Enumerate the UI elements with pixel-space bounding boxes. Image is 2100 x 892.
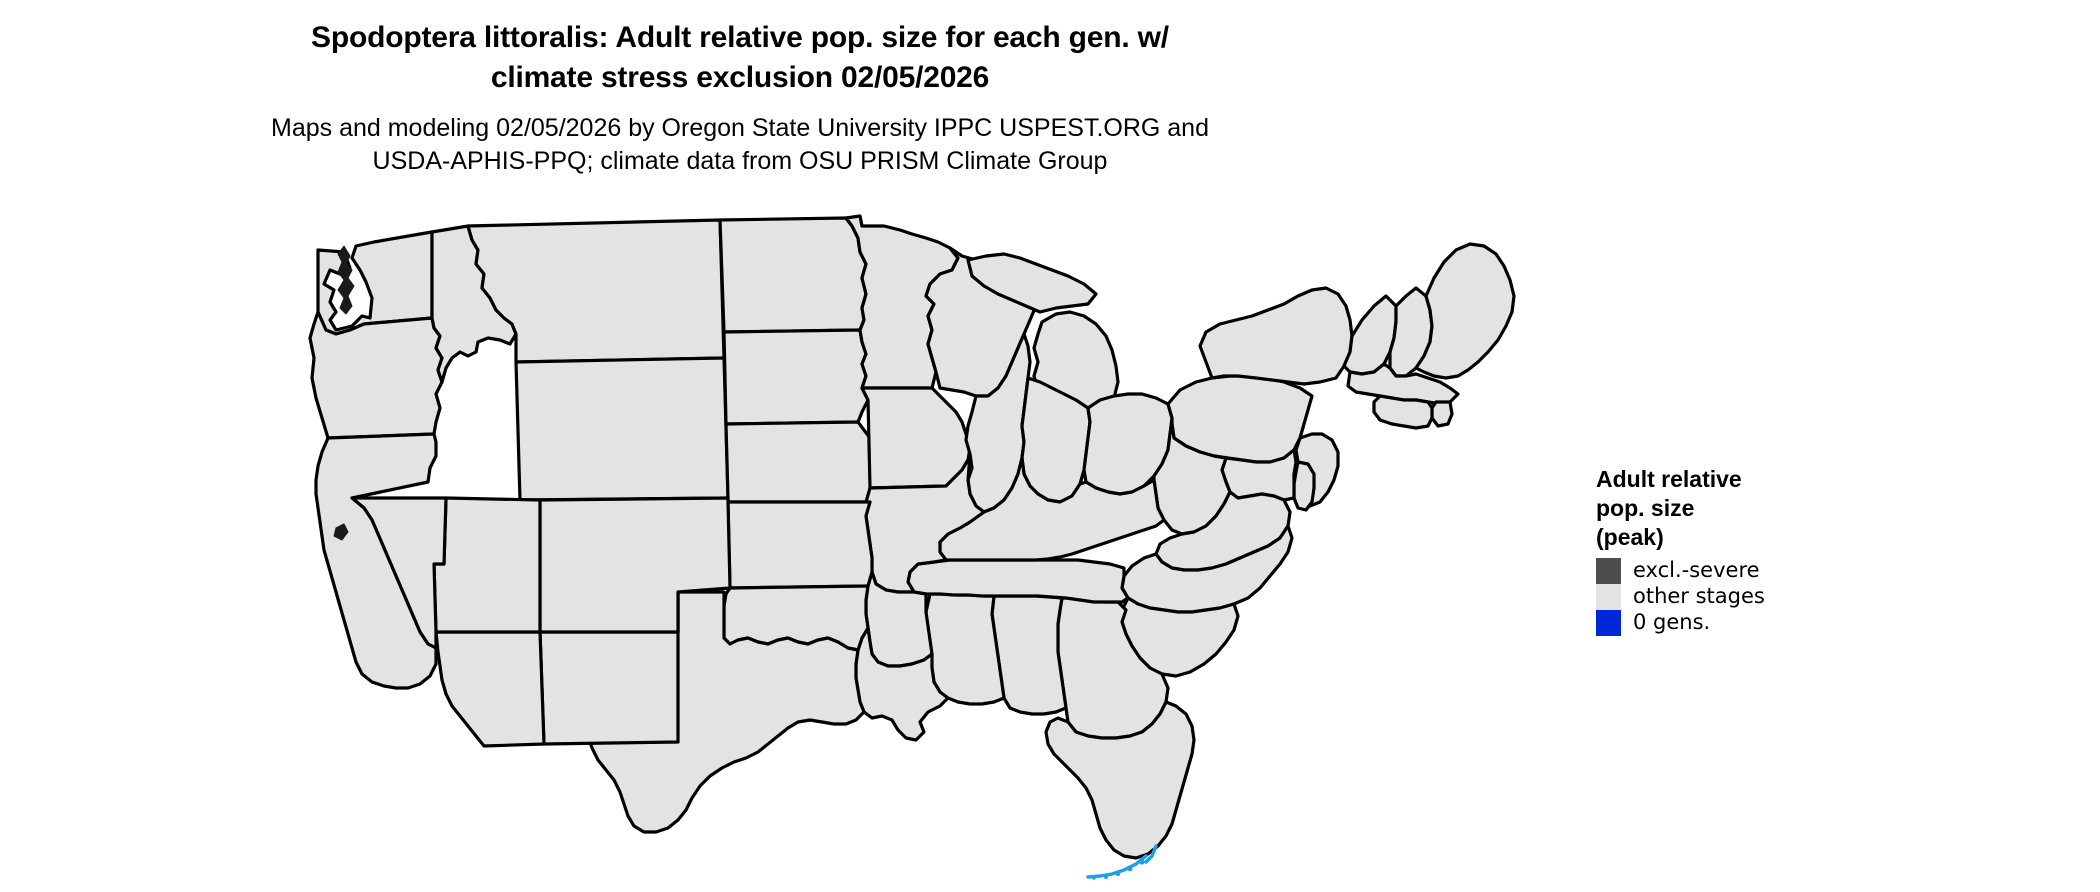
state-michigan-upper-peninsula[interactable] — [966, 252, 1098, 314]
puget-sound-inlet — [337, 245, 355, 315]
state-iowa[interactable] — [860, 386, 972, 490]
state-rhode-island[interactable] — [1430, 400, 1454, 428]
legend-items: excl.-severe other stages 0 gens. — [1596, 557, 1856, 636]
california-coast-detail — [333, 523, 349, 541]
state-vermont[interactable] — [1342, 294, 1398, 376]
state-kansas[interactable] — [726, 500, 874, 590]
state-florida[interactable] — [1044, 700, 1196, 860]
us-map[interactable] — [300, 212, 1590, 892]
legend-label-other-stages: other stages — [1633, 584, 1765, 609]
state-oregon[interactable] — [308, 310, 444, 440]
legend-swatch-zero-gens — [1596, 609, 1621, 636]
legend-row-excl-severe[interactable]: excl.-severe — [1596, 557, 1856, 584]
state-arizona[interactable] — [434, 630, 546, 748]
map-legend: Adult relative pop. size (peak) excl.-se… — [1596, 465, 1856, 636]
state-kentucky[interactable] — [938, 456, 1166, 562]
legend-label-zero-gens: 0 gens. — [1633, 610, 1711, 635]
state-massachusetts[interactable] — [1346, 362, 1460, 406]
legend-row-other-stages[interactable]: other stages — [1596, 583, 1856, 610]
florida-keys-islands — [1092, 859, 1145, 880]
state-colorado[interactable] — [538, 496, 732, 634]
state-new-york[interactable] — [1198, 286, 1354, 386]
legend-swatch-excl-severe — [1596, 557, 1621, 584]
legend-swatch-other-stages — [1596, 583, 1621, 610]
title-block: Spodoptera littoralis: Adult relative po… — [0, 18, 1480, 179]
page-title: Spodoptera littoralis: Adult relative po… — [311, 21, 1169, 94]
state-wyoming[interactable] — [514, 356, 730, 502]
state-maine[interactable] — [1414, 242, 1516, 380]
legend-row-zero-gens[interactable]: 0 gens. — [1596, 609, 1856, 636]
state-california[interactable] — [314, 432, 438, 690]
state-utah[interactable] — [432, 496, 542, 634]
legend-title: Adult relative pop. size (peak) — [1596, 466, 1742, 550]
map-states-group — [308, 214, 1516, 860]
page-subtitle: Maps and modeling 02/05/2026 by Oregon S… — [271, 113, 1209, 176]
state-north-dakota[interactable] — [718, 216, 868, 334]
us-map-svg[interactable] — [300, 212, 1590, 892]
state-nebraska[interactable] — [724, 420, 888, 504]
legend-label-excl-severe: excl.-severe — [1633, 558, 1760, 583]
state-south-dakota[interactable] — [722, 328, 870, 426]
state-connecticut[interactable] — [1372, 394, 1434, 430]
state-delaware[interactable] — [1292, 460, 1316, 512]
